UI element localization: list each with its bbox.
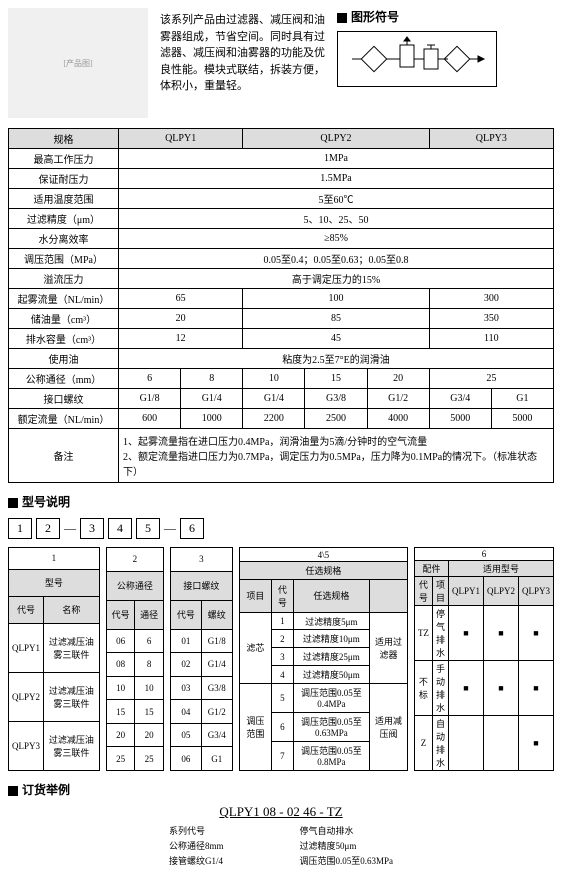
product-image: [产品图]: [8, 8, 148, 118]
symbol-title: 图形符号: [337, 8, 554, 25]
table-6: 6配件适用型号代号项目QLPY1QLPY2QLPY3TZ停气排水■■■不标手动排…: [414, 547, 554, 771]
table-4: 4\5任选规格项目代号任选规格滤芯1过滤精度5μm适用过滤器2过滤精度10μm3…: [239, 547, 408, 771]
model-format: 12 — 345 — 6: [8, 518, 554, 539]
spec-hdr: 规格: [9, 129, 119, 149]
table-3: 3接口螺纹代号螺纹01G1/802G1/403G3/804G1/205G3/40…: [170, 547, 233, 771]
symbol-diagram: [337, 31, 497, 87]
order-code: QLPY1 08 - 02 46 - TZ: [8, 804, 554, 820]
table-1: 1型号代号名称QLPY1过滤减压油雾三联件QLPY2过滤减压油雾三联件QLPY3…: [8, 547, 100, 771]
description: 该系列产品由过滤器、减压阀和油雾器组成，节省空间。同时具有过滤器、减压阀和油雾器…: [160, 8, 325, 118]
order-title: 订货举例: [8, 781, 554, 798]
table-2: 2公称通径代号通径0660881010151520202525: [106, 547, 164, 771]
model-title: 型号说明: [8, 493, 554, 510]
spec-table: 规格 QLPY1 QLPY2 QLPY3 最高工作压力1MPa保证耐压力1.5M…: [8, 128, 554, 483]
